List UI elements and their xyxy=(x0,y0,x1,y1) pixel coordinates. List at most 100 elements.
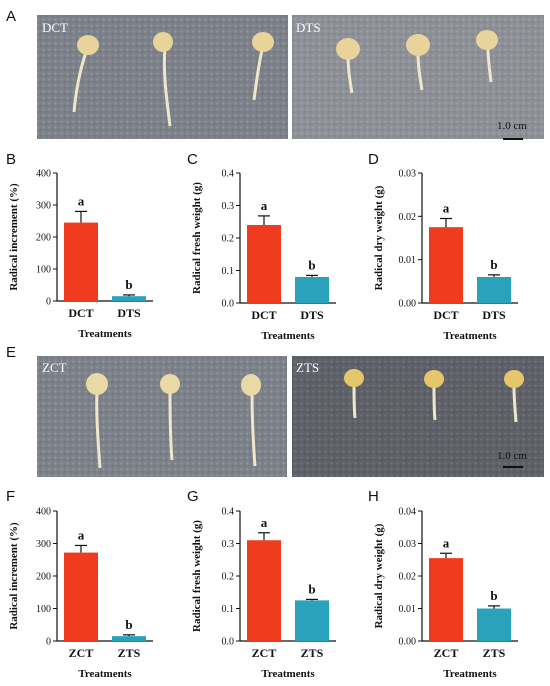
y-tick-label: 0.03 xyxy=(399,539,417,550)
bar-zts xyxy=(295,600,329,641)
significance-letter: b xyxy=(490,257,497,272)
panel-letter-g: G xyxy=(187,488,199,505)
y-tick-label: 100 xyxy=(36,265,51,276)
scale-label-e: 1.0 cm xyxy=(497,450,527,462)
y-axis-label: Radical fresh weight (g) xyxy=(191,182,203,294)
bar-zts xyxy=(112,636,146,641)
panel-a: A DCT DTS 1.0 cm xyxy=(6,8,544,140)
seedling-group-dts xyxy=(336,30,498,94)
x-tick-label: ZCT xyxy=(434,646,459,660)
y-tick-label: 300 xyxy=(36,201,51,212)
significance-letter: a xyxy=(443,201,450,216)
photo-label-zts: ZTS xyxy=(296,360,319,375)
significance-letter: a xyxy=(443,535,450,550)
y-tick-label: 0.03 xyxy=(399,169,417,180)
y-tick-label: 0.0 xyxy=(222,637,235,648)
significance-letter: b xyxy=(125,617,132,632)
significance-letter: b xyxy=(490,588,497,603)
chart-panel-g: G 0.0 0.1 0.2 0.3 0.4 a ZCT b ZTS Treatments Radica… xyxy=(187,488,336,680)
significance-letter: b xyxy=(308,257,315,272)
y-tick-label: 200 xyxy=(36,572,51,583)
y-tick-label: 0.2 xyxy=(222,572,235,583)
scale-label-a: 1.0 cm xyxy=(497,120,527,132)
x-axis-label: Treatments xyxy=(78,328,132,340)
panel-letter-e: E xyxy=(6,344,16,361)
y-axis-label: Radical fresh weight (g) xyxy=(191,520,203,632)
y-tick-label: 0.4 xyxy=(222,507,235,518)
y-tick-label: 0.00 xyxy=(399,637,417,648)
bar-zct xyxy=(247,540,281,641)
x-tick-label: ZTS xyxy=(483,646,506,660)
y-axis-label: Radical dry weight (g) xyxy=(373,185,385,290)
x-axis-label: Treatments xyxy=(261,330,315,342)
panel-letter-a: A xyxy=(6,8,16,25)
bar-dct xyxy=(247,225,281,303)
panel-letter-c: C xyxy=(187,151,198,168)
panel-letter-h: H xyxy=(368,488,379,505)
chart-panel-h: H 0.00 0.01 0.02 0.03 0.04 a ZCT b ZTS Treatments R… xyxy=(368,488,518,680)
panel-letter-f: F xyxy=(6,488,15,505)
significance-letter: a xyxy=(78,527,85,542)
significance-letter: a xyxy=(261,198,268,213)
y-tick-label: 0 xyxy=(46,297,51,308)
seedling-group-zts xyxy=(344,369,524,423)
significance-letter: a xyxy=(261,515,268,530)
x-tick-label: DCT xyxy=(433,308,458,322)
bar-dts xyxy=(112,296,146,301)
chart-panel-f: F 0 100 200 300 400 a ZCT b ZTS Treatments Radical … xyxy=(6,488,153,680)
x-axis-label: Treatments xyxy=(261,668,315,680)
chart-panel-b: B 0 100 200 300 400 a DCT b DTS Treatments Radical … xyxy=(6,151,153,340)
y-tick-label: 0.1 xyxy=(222,604,235,615)
panel-letter-b: B xyxy=(6,151,16,168)
y-tick-label: 0.02 xyxy=(399,572,417,583)
y-tick-label: 0.01 xyxy=(399,604,417,615)
y-tick-label: 0.3 xyxy=(222,539,235,550)
bar-zct xyxy=(64,552,98,641)
seedling-group-dct xyxy=(72,32,274,127)
y-axis-label: Radical increment (%) xyxy=(8,522,20,630)
y-tick-label: 0.0 xyxy=(222,299,235,310)
y-axis-label: Radical increment (%) xyxy=(8,183,20,291)
x-tick-label: DTS xyxy=(482,308,506,322)
y-tick-label: 200 xyxy=(36,233,51,244)
y-tick-label: 0.4 xyxy=(222,169,235,180)
x-axis-label: Treatments xyxy=(443,668,497,680)
y-tick-label: 0.04 xyxy=(399,507,417,518)
chart-panel-d: D 0.00 0.01 0.02 0.03 a DCT b DTS Treatments Radic… xyxy=(368,151,518,342)
x-tick-label: ZTS xyxy=(118,646,141,660)
y-tick-label: 0.01 xyxy=(399,255,417,266)
bar-zts xyxy=(477,608,511,641)
y-tick-label: 400 xyxy=(36,169,51,180)
y-tick-label: 0.00 xyxy=(399,299,417,310)
photo-label-dct: DCT xyxy=(42,20,68,35)
x-tick-label: ZTS xyxy=(301,646,324,660)
y-tick-label: 0.2 xyxy=(222,234,235,245)
x-tick-label: DCT xyxy=(251,308,276,322)
bar-zct xyxy=(429,558,463,641)
significance-letter: a xyxy=(78,193,85,208)
x-tick-label: ZCT xyxy=(252,646,277,660)
photo-zts xyxy=(292,356,544,477)
x-tick-label: DTS xyxy=(117,306,141,320)
y-tick-label: 0.1 xyxy=(222,266,235,277)
panel-e: E ZCT ZTS 1.0 cm xyxy=(6,344,544,477)
bar-dct xyxy=(429,227,463,303)
y-tick-label: 0.3 xyxy=(222,201,235,212)
x-axis-label: Treatments xyxy=(443,330,497,342)
y-axis-label: Radical dry weight (g) xyxy=(373,523,385,628)
bar-dts xyxy=(295,277,329,303)
chart-panel-c: C 0.0 0.1 0.2 0.3 0.4 a DCT b DTS Treatments Radica… xyxy=(187,151,336,342)
y-tick-label: 0 xyxy=(46,637,51,648)
y-tick-label: 400 xyxy=(36,507,51,518)
photo-label-dts: DTS xyxy=(296,20,321,35)
x-tick-label: DTS xyxy=(300,308,324,322)
photo-label-zct: ZCT xyxy=(42,360,67,375)
x-tick-label: ZCT xyxy=(69,646,94,660)
y-tick-label: 300 xyxy=(36,539,51,550)
x-axis-label: Treatments xyxy=(78,668,132,680)
significance-letter: b xyxy=(125,277,132,292)
x-tick-label: DCT xyxy=(68,306,93,320)
y-tick-label: 100 xyxy=(36,604,51,615)
panel-letter-d: D xyxy=(368,151,379,168)
